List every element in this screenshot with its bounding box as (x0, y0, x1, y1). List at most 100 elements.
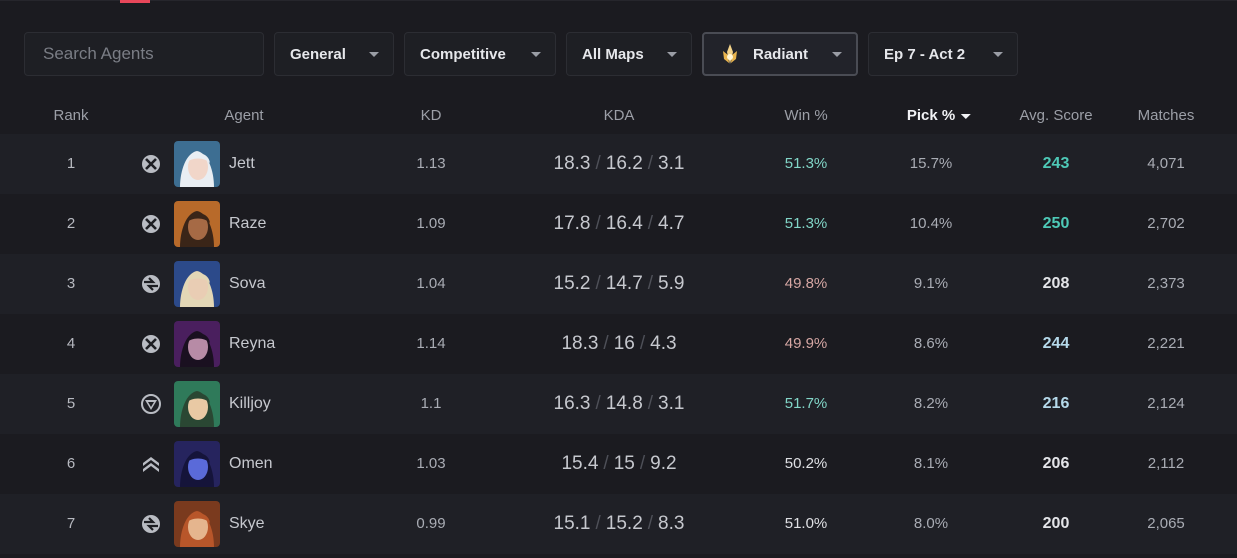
win-rate-cell: 51.3% (784, 155, 828, 172)
kda-kills: 16.3 (553, 393, 591, 414)
win-rate-cell: 50.2% (784, 455, 828, 472)
avg-score-cell: 200 (1042, 515, 1070, 532)
agent-name[interactable]: Omen (229, 455, 273, 472)
col-win[interactable]: Win % (784, 107, 828, 124)
agent-name[interactable]: Jett (229, 155, 255, 172)
kda-cell: 18.3/16.2/3.1 (554, 134, 685, 194)
pick-rate-cell: 15.7% (909, 155, 953, 172)
matches-cell: 2,702 (1147, 215, 1185, 232)
kda-separator: / (647, 213, 654, 234)
avg-score-cell: 208 (1042, 275, 1070, 292)
kda-kills: 15.2 (553, 273, 591, 294)
kd-cell: 1.14 (416, 335, 446, 352)
col-kda[interactable]: KDA (603, 107, 635, 124)
rank-dropdown-label: Radiant (753, 45, 809, 63)
chevron-down-icon (369, 51, 379, 57)
act-dropdown[interactable]: Ep 7 - Act 2 (868, 32, 1018, 76)
kd-cell: 1.04 (416, 275, 446, 292)
top-divider (0, 0, 1237, 1)
kda-separator: / (595, 393, 601, 414)
kda-separator: / (603, 453, 609, 474)
map-dropdown[interactable]: All Maps (566, 32, 692, 76)
rank-dropdown[interactable]: Radiant (702, 32, 858, 76)
col-rank[interactable]: Rank (53, 107, 89, 124)
kda-kills: 18.3 (553, 153, 591, 174)
agent-name[interactable]: Killjoy (229, 395, 271, 412)
kda-assists: 3.1 (658, 393, 685, 414)
initiator-icon (142, 515, 160, 533)
table-row[interactable]: 7 Skye 0.99 15.1/15.2/8.3 51.0% 8.0% 200 2,065 (0, 494, 1237, 554)
table-row[interactable]: 6 Omen 1.03 15.4/15/9.2 50.2% 8.1% 206 2,112 (0, 434, 1237, 494)
kda-deaths: 16 (613, 333, 635, 354)
agent-name[interactable]: Reyna (229, 335, 276, 352)
agent-portrait (174, 321, 220, 367)
rank-cell: 7 (66, 515, 76, 532)
initiator-icon (142, 275, 160, 293)
map-dropdown-label: All Maps (582, 45, 644, 63)
agent-name[interactable]: Sova (229, 275, 266, 292)
kda-assists: 5.9 (658, 273, 685, 294)
table-row[interactable]: 3 Sova 1.04 15.2/14.7/5.9 49.8% 9.1% 208 2,373 (0, 254, 1237, 314)
pick-rate-cell: 8.6% (913, 335, 949, 352)
kda-separator: / (603, 333, 609, 354)
matches-cell: 2,124 (1147, 395, 1185, 412)
agent-portrait (174, 441, 220, 487)
kda-kills: 15.4 (561, 453, 599, 474)
table-row[interactable]: 4 Reyna 1.14 18.3/16/4.3 49.9% 8.6% 244 2,221 (0, 314, 1237, 374)
queue-dropdown[interactable]: Competitive (404, 32, 556, 76)
kd-cell: 1.09 (416, 215, 446, 232)
agent-table: 1 Jett 1.13 18.3/16.2/3.1 51.3% 15.7% 243 4,071… (0, 134, 1237, 554)
col-matches[interactable]: Matches (1137, 107, 1195, 124)
agent-portrait (174, 381, 220, 427)
duelist-icon (142, 215, 160, 233)
kda-kills: 17.8 (553, 213, 591, 234)
win-rate-cell: 49.9% (784, 335, 828, 352)
table-row[interactable]: 1 Jett 1.13 18.3/16.2/3.1 51.3% 15.7% 243 4,071 (0, 134, 1237, 194)
search-input[interactable]: Search Agents (24, 32, 264, 76)
col-agent[interactable]: Agent (224, 107, 264, 124)
kda-deaths: 15 (613, 453, 635, 474)
pick-rate-cell: 8.2% (913, 395, 949, 412)
controller-icon (143, 457, 159, 472)
kda-assists: 4.3 (650, 333, 677, 354)
mode-dropdown[interactable]: General (274, 32, 394, 76)
kda-separator: / (647, 153, 654, 174)
kda-deaths: 16.2 (605, 153, 643, 174)
kda-deaths: 14.7 (605, 273, 643, 294)
kda-separator: / (647, 393, 654, 414)
rank-cell: 5 (66, 395, 76, 412)
avg-score-cell: 244 (1042, 335, 1070, 352)
kda-separator: / (595, 513, 601, 534)
kda-cell: 15.1/15.2/8.3 (554, 494, 685, 554)
table-row[interactable]: 5 Killjoy 1.1 16.3/14.8/3.1 51.7% 8.2% 216 2,12… (0, 374, 1237, 434)
win-rate-cell: 51.3% (784, 215, 828, 232)
chevron-down-icon (832, 51, 842, 57)
kda-separator: / (595, 153, 601, 174)
col-kd[interactable]: KD (420, 107, 442, 124)
kda-deaths: 15.2 (605, 513, 643, 534)
matches-cell: 2,373 (1147, 275, 1185, 292)
chevron-down-icon (993, 51, 1003, 57)
agent-portrait (174, 141, 220, 187)
rank-cell: 4 (66, 335, 76, 352)
kd-cell: 1.03 (416, 455, 446, 472)
table-row[interactable]: 2 Raze 1.09 17.8/16.4/4.7 51.3% 10.4% 250 2,702 (0, 194, 1237, 254)
matches-cell: 2,112 (1147, 455, 1185, 472)
pick-rate-cell: 9.1% (913, 275, 949, 292)
chevron-down-icon (667, 51, 677, 57)
radiant-rank-icon (723, 44, 737, 64)
sentinel-icon (141, 394, 161, 414)
pick-rate-cell: 10.4% (909, 215, 953, 232)
col-score[interactable]: Avg. Score (1019, 107, 1093, 124)
col-pick[interactable]: Pick % (907, 107, 972, 124)
win-rate-cell: 51.7% (784, 395, 828, 412)
agent-name[interactable]: Skye (229, 515, 265, 532)
kda-cell: 15.4/15/9.2 (561, 434, 676, 494)
avg-score-cell: 250 (1042, 215, 1070, 232)
rank-cell: 6 (66, 455, 76, 472)
kda-separator: / (639, 453, 646, 474)
kda-separator: / (595, 213, 601, 234)
agent-name[interactable]: Raze (229, 215, 267, 232)
rank-cell: 3 (66, 275, 76, 292)
kda-deaths: 14.8 (605, 393, 643, 414)
